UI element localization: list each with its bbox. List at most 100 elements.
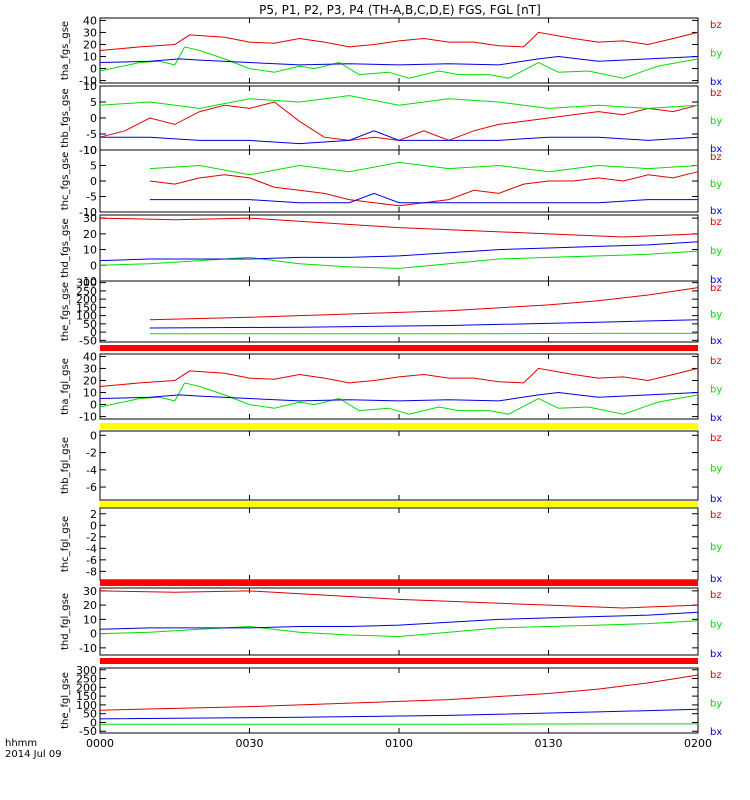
legend-bx: bx bbox=[710, 206, 722, 217]
y-tick-label: 50 bbox=[83, 708, 97, 721]
legend-bz: bz bbox=[710, 217, 722, 228]
y-tick-label: -10 bbox=[79, 206, 97, 219]
y-tick-label: -10 bbox=[79, 411, 97, 424]
panel-legend: bz by bx bbox=[710, 590, 722, 660]
legend-by: by bbox=[710, 310, 722, 321]
legend-bz: bz bbox=[710, 670, 722, 681]
panel-ylabel: thc_fgl_gse bbox=[60, 516, 71, 572]
y-tick-label: 250 bbox=[76, 673, 97, 686]
legend-bz: bz bbox=[710, 20, 722, 31]
panel-legend: bz by bx bbox=[710, 88, 722, 155]
panel-legend: bz by bx bbox=[710, 510, 722, 585]
y-tick-label: 30 bbox=[83, 362, 97, 375]
panel-thc_fgl_gse: 20-2-4-6-8 thc_fgl_gse bz by bx bbox=[60, 507, 722, 585]
panel-legend: bz by bx bbox=[710, 356, 722, 424]
series-bz-line bbox=[99, 217, 699, 238]
y-tick-label: -2 bbox=[86, 447, 97, 460]
series-bx-line bbox=[99, 611, 699, 630]
series-by-line bbox=[99, 95, 699, 109]
y-tick-label: -4 bbox=[86, 542, 97, 555]
series-bz-line bbox=[149, 287, 699, 321]
panel-legend: bz by bx bbox=[710, 217, 722, 286]
panel-frame bbox=[99, 353, 699, 420]
y-tick-label: -5 bbox=[86, 128, 97, 141]
panel-ylabel: the_fgl_gse bbox=[60, 672, 71, 729]
series-bz-line bbox=[99, 590, 699, 609]
y-tick-label: -10 bbox=[79, 75, 97, 88]
legend-bz: bz bbox=[710, 356, 722, 367]
time-axis: 0000 0030 0100 0130 0200 bbox=[86, 737, 712, 750]
series-bx-line bbox=[99, 391, 699, 402]
y-tick-label: 20 bbox=[83, 228, 97, 241]
legend-bz: bz bbox=[710, 510, 722, 521]
series-bz-line bbox=[99, 367, 699, 387]
y-tick-label: 10 bbox=[83, 244, 97, 257]
panel-thb_fgl_gse: 0 -2 -4 -6 thb_fgl_gse bz by bx bbox=[60, 429, 722, 505]
data-gap-bar-red bbox=[100, 580, 698, 586]
panel-frame bbox=[99, 280, 699, 343]
date-label: 2014 Jul 09 bbox=[5, 749, 62, 760]
y-tick-label: 40 bbox=[83, 350, 97, 363]
y-tick-label: 5 bbox=[90, 96, 97, 109]
data-gap-bar-yellow bbox=[100, 423, 698, 429]
x-tick-label: 0000 bbox=[86, 737, 114, 750]
panel-frame bbox=[99, 587, 699, 656]
legend-bz: bz bbox=[710, 152, 722, 163]
y-tick-label: 0 bbox=[90, 519, 97, 532]
y-tick-label: 10 bbox=[83, 80, 97, 93]
series-by-line bbox=[99, 620, 699, 638]
legend-by: by bbox=[710, 385, 722, 396]
y-tick-label: 300 bbox=[76, 664, 97, 677]
y-tick-label: 0 bbox=[90, 628, 97, 641]
y-tick-label: 100 bbox=[76, 310, 97, 323]
y-tick-label: 300 bbox=[76, 277, 97, 290]
panel-ylabel: thc_fgs_gse bbox=[60, 152, 71, 211]
panel-ylabel: thb_fgl_gse bbox=[60, 437, 71, 494]
x-tick-label: 0030 bbox=[236, 737, 264, 750]
y-tick-label: 10 bbox=[83, 144, 97, 157]
chart-title: P5, P1, P2, P3, P4 (TH-A,B,C,D,E) FGS, F… bbox=[259, 3, 541, 17]
x-tick-label: 0100 bbox=[385, 737, 413, 750]
series-bx-line bbox=[99, 55, 699, 66]
x-tick-label: 0130 bbox=[535, 737, 563, 750]
legend-by: by bbox=[710, 246, 722, 257]
y-tick-label: 10 bbox=[83, 51, 97, 64]
panel-thc_fgs_gse: 10 5 0 -5 -10 thc_fgs_gse bz by bx bbox=[60, 144, 722, 219]
y-tick-label: 20 bbox=[83, 374, 97, 387]
y-tick-label: -5 bbox=[86, 191, 97, 204]
series-by-line bbox=[149, 161, 699, 176]
legend-bx: bx bbox=[710, 413, 722, 424]
legend-by: by bbox=[710, 464, 722, 475]
x-tick-label: 0200 bbox=[684, 737, 712, 750]
panel-ylabel: thb_fgs_gse bbox=[60, 88, 71, 147]
legend-bz: bz bbox=[710, 433, 722, 444]
y-tick-label: -8 bbox=[86, 565, 97, 578]
series-bx-line bbox=[99, 708, 699, 720]
panel-legend: bz by bx bbox=[710, 20, 722, 88]
panel-legend: bz by bx bbox=[710, 433, 722, 505]
panel-frame bbox=[99, 17, 699, 84]
legend-by: by bbox=[710, 699, 722, 710]
series-bx-line bbox=[149, 192, 698, 204]
y-tick-label: 20 bbox=[83, 38, 97, 51]
y-tick-label: -10 bbox=[79, 275, 97, 288]
y-tick-label: 0 bbox=[90, 399, 97, 412]
legend-bx: bx bbox=[710, 574, 722, 585]
series-bz-line bbox=[99, 31, 699, 51]
y-tick-label: 2 bbox=[90, 508, 97, 521]
y-tick-label: 10 bbox=[83, 613, 97, 626]
y-tick-label: 0 bbox=[90, 175, 97, 188]
y-tick-label: 10 bbox=[83, 387, 97, 400]
y-tick-label: 0 bbox=[90, 326, 97, 339]
legend-bz: bz bbox=[710, 283, 722, 294]
data-gap-bar-red bbox=[100, 658, 698, 664]
legend-bx: bx bbox=[710, 144, 722, 155]
legend-by: by bbox=[710, 620, 722, 631]
y-tick-label: 50 bbox=[83, 318, 97, 331]
y-tick-label: 0 bbox=[90, 429, 97, 442]
series-bx-line bbox=[99, 241, 699, 262]
legend-bx: bx bbox=[710, 336, 722, 347]
y-tick-label: -50 bbox=[79, 334, 97, 347]
y-tick-label: 150 bbox=[76, 690, 97, 703]
